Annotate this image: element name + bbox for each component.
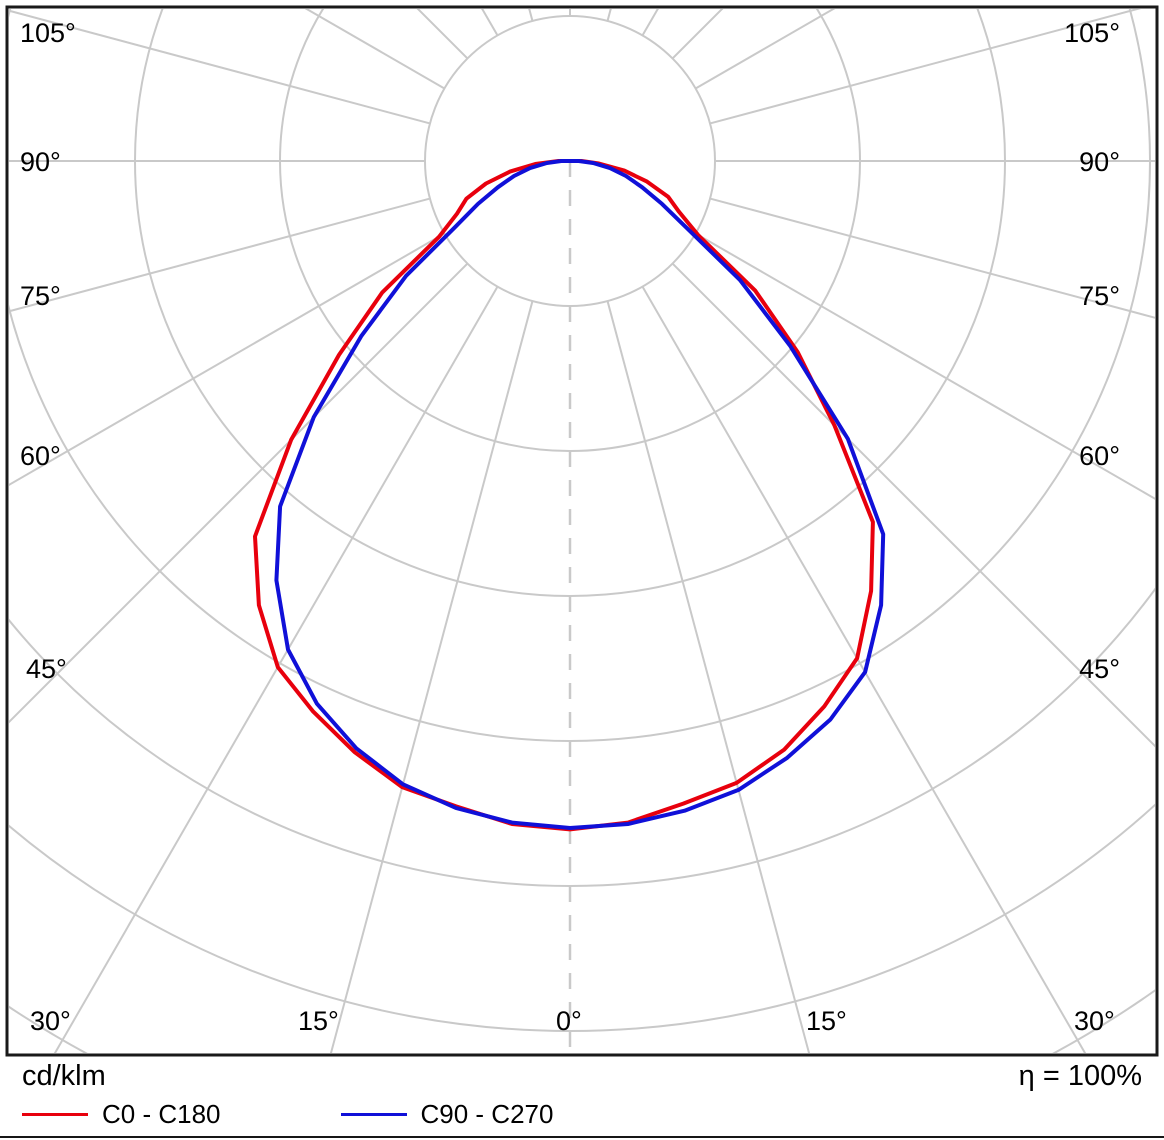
angle-label: 105° bbox=[20, 18, 76, 48]
angle-label: 90° bbox=[20, 147, 61, 177]
grid-radial-line bbox=[695, 232, 1155, 500]
polar-intensity-diagram: 105° 90° 75° 60° 45° 30° 15° 0° 15° 30° 105° 90° 75°… bbox=[5, 5, 1159, 1057]
grid-radial-line bbox=[709, 197, 1155, 319]
chart-footer: cd/klm η = 100% C0 - C180 C90 - C270 bbox=[0, 1058, 1164, 1138]
footer-labels-row: cd/klm η = 100% bbox=[22, 1060, 1142, 1092]
angle-label: 0° bbox=[556, 1006, 582, 1036]
grid-radial-line bbox=[9, 232, 445, 487]
legend-line-blue bbox=[340, 1113, 407, 1116]
grid-radial-line bbox=[9, 197, 431, 313]
grid-radial-line bbox=[641, 286, 1087, 1053]
legend-label-c90-c270: C90 - C270 bbox=[420, 1099, 554, 1129]
angle-label: 75° bbox=[20, 281, 61, 311]
legend-item-c90-c270: C90 - C270 bbox=[340, 1099, 554, 1130]
angle-label: 15° bbox=[806, 1006, 847, 1036]
angle-label: 45° bbox=[1079, 654, 1120, 684]
grid-radial-line bbox=[671, 262, 1155, 748]
polar-grid-and-curves bbox=[9, 9, 1155, 1053]
grid-radial-line bbox=[606, 300, 811, 1053]
legend-item-c0-c180: C0 - C180 bbox=[22, 1099, 221, 1130]
efficiency-label: η = 100% bbox=[1018, 1060, 1142, 1092]
unit-label: cd/klm bbox=[22, 1060, 106, 1092]
angle-label: 30° bbox=[30, 1006, 71, 1036]
angle-label: 30° bbox=[1074, 1006, 1115, 1036]
legend: C0 - C180 C90 - C270 bbox=[22, 1099, 1142, 1130]
angle-label: 60° bbox=[20, 441, 61, 471]
legend-label-c0-c180: C0 - C180 bbox=[102, 1099, 221, 1129]
chart-border bbox=[5, 5, 1159, 1057]
angle-label: 15° bbox=[298, 1006, 339, 1036]
grid-radial-line bbox=[9, 9, 431, 125]
legend-line-red bbox=[22, 1113, 88, 1116]
angle-label: 90° bbox=[1079, 147, 1120, 177]
grid-radial-line bbox=[53, 286, 499, 1053]
intensity-curve-c90-c270 bbox=[274, 159, 886, 830]
grid-radial-line bbox=[329, 300, 534, 1053]
grid-radial-line bbox=[9, 262, 469, 724]
grid-radial-line bbox=[709, 9, 1142, 125]
angle-label: 60° bbox=[1079, 441, 1120, 471]
angle-label: 105° bbox=[1064, 18, 1120, 48]
angle-label: 75° bbox=[1079, 281, 1120, 311]
angle-label: 45° bbox=[26, 654, 67, 684]
